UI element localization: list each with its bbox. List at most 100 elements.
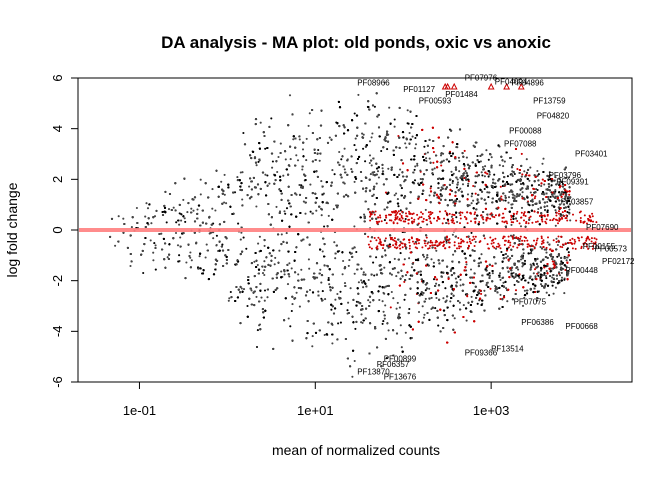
data-point [315,209,318,212]
data-point [271,160,274,163]
data-point [523,289,526,292]
data-point [160,232,163,235]
data-point [326,202,330,205]
data-point [545,251,548,254]
data-point [331,342,334,345]
data-point [437,324,440,327]
data-point [408,131,411,135]
data-point [283,210,286,213]
data-point [154,244,157,247]
data-point [205,243,208,246]
data-point [183,217,186,220]
data-point [560,271,563,274]
data-point [320,297,323,300]
data-point [517,268,520,271]
data-point [384,304,387,307]
data-point [372,173,375,176]
data-point [255,295,258,298]
data-point [417,310,421,314]
data-point [339,321,342,324]
data-point [325,201,328,205]
data-point [320,180,323,183]
data-point [153,215,157,218]
significant-point [384,191,388,194]
data-point [353,112,356,115]
data-point [370,164,373,167]
data-point [395,275,398,278]
data-point [546,209,549,212]
data-point [390,290,393,294]
data-point [145,202,148,205]
data-point [381,167,384,170]
data-point [382,310,385,313]
data-point [291,303,294,306]
data-point [474,240,477,243]
significant-point [499,185,502,188]
data-point [180,213,183,216]
data-point [263,244,266,247]
data-point [465,269,468,272]
data-point [233,191,237,194]
data-point [413,168,416,171]
data-point [529,263,532,266]
data-point [212,237,215,240]
data-point [364,160,367,163]
data-point [393,194,396,197]
data-point [487,158,490,161]
significant-point [524,214,527,218]
data-point [501,171,505,174]
data-point [525,158,528,161]
data-point [239,171,242,174]
significant-point [489,287,492,290]
data-point [336,292,339,296]
data-point [288,262,291,265]
data-point [544,274,548,278]
data-point [176,244,180,247]
data-point [308,288,312,292]
data-point [445,241,448,244]
data-point [246,304,249,308]
data-point [459,284,462,287]
data-point [117,215,120,218]
data-point [470,231,473,234]
data-point [550,184,553,187]
data-point [502,281,505,284]
data-point [449,300,452,303]
data-point [506,255,509,258]
data-point [419,177,422,181]
data-point [435,296,438,300]
data-point [523,259,527,262]
data-point [255,205,258,208]
data-point [385,356,388,360]
data-point [452,253,455,256]
data-point [350,168,353,171]
data-point [240,287,243,290]
data-point [458,170,461,173]
data-point [466,193,470,196]
data-point [442,159,445,162]
data-point [424,289,427,292]
data-point [414,147,417,150]
data-point [295,193,298,196]
data-point [448,199,451,202]
data-point [474,162,477,166]
data-point [455,186,459,189]
data-point [223,173,226,176]
data-point [548,171,551,174]
data-point [451,181,454,185]
data-point [483,289,486,292]
data-point [470,295,473,298]
significant-point [389,306,392,309]
data-point [264,173,267,176]
data-point [211,188,214,191]
data-point [301,148,305,151]
data-point [165,221,168,224]
data-point [523,296,526,299]
data-point [568,208,571,211]
data-point [260,296,263,299]
data-point [150,222,153,225]
data-point [428,157,431,160]
data-point [335,204,338,207]
data-point [307,124,310,127]
